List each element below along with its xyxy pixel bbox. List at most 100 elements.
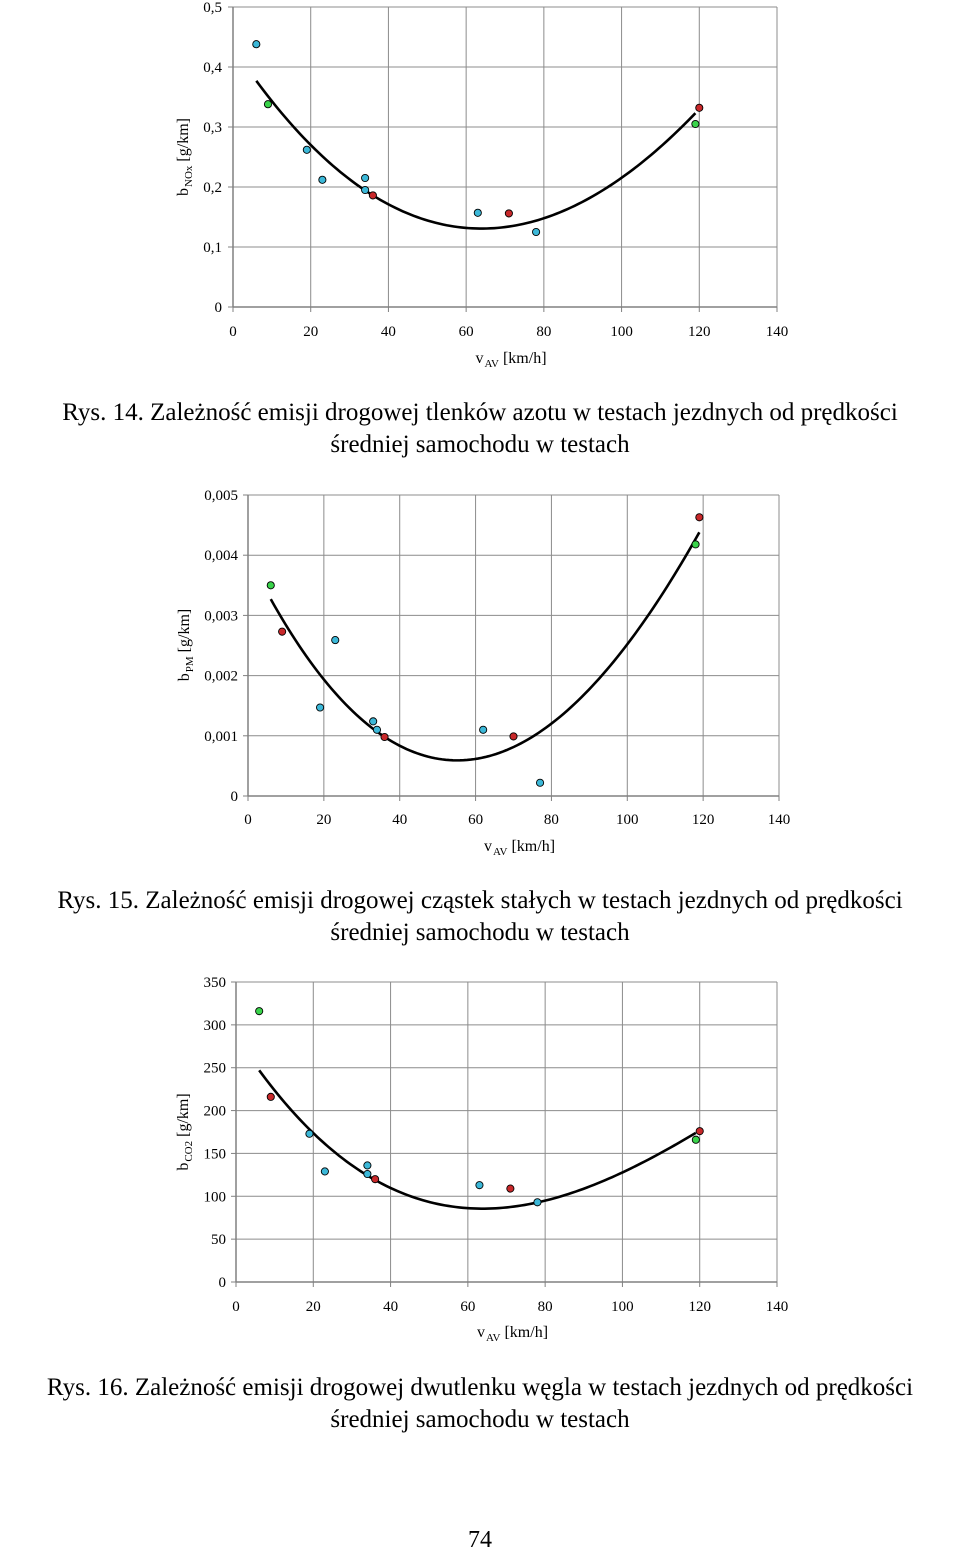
y-tick-label: 0,3 bbox=[203, 120, 222, 136]
data-point bbox=[368, 191, 377, 200]
x-tick-label: 20 bbox=[316, 812, 331, 828]
page-number: 74 bbox=[468, 1527, 492, 1553]
data-point bbox=[252, 40, 261, 49]
x-tick-label: 40 bbox=[381, 324, 396, 340]
x-tick-label: 20 bbox=[303, 324, 318, 340]
y-tick-label: 0,004 bbox=[204, 548, 238, 564]
data-point bbox=[695, 103, 704, 112]
y-tick-label: 0,4 bbox=[203, 60, 222, 76]
data-point bbox=[361, 185, 370, 195]
x-tick-label: 20 bbox=[306, 1299, 321, 1315]
y-tick-label: 0,002 bbox=[204, 669, 238, 685]
y-tick-label: 200 bbox=[204, 1104, 227, 1120]
x-tick-label: 60 bbox=[468, 812, 483, 828]
data-point bbox=[278, 627, 287, 636]
trend-line bbox=[255, 80, 697, 230]
data-point bbox=[363, 1169, 372, 1179]
data-point bbox=[536, 778, 545, 787]
data-point bbox=[372, 725, 382, 734]
y-tick-label: 0,003 bbox=[204, 608, 238, 624]
x-tick-label: 40 bbox=[383, 1299, 398, 1315]
x-tick-label: 140 bbox=[766, 1299, 789, 1315]
x-tick-label: 100 bbox=[610, 324, 633, 340]
y-tick-label: 0,2 bbox=[203, 180, 222, 196]
data-point bbox=[533, 1198, 542, 1207]
y-axis-label: bCO2[g/km] bbox=[175, 1093, 195, 1170]
x-tick-label: 80 bbox=[544, 812, 559, 828]
figure-caption-14: Rys. 14. Zależność emisji drogowej tlenk… bbox=[0, 397, 960, 461]
x-tick-label: 0 bbox=[232, 1299, 240, 1315]
data-point bbox=[316, 703, 325, 712]
y-tick-label: 0,5 bbox=[203, 0, 222, 16]
y-tick-label: 0 bbox=[219, 1275, 227, 1291]
y-tick-label: 0 bbox=[215, 300, 223, 316]
data-point bbox=[473, 208, 482, 217]
y-axis-label: bNOx[g/km] bbox=[175, 118, 195, 196]
data-point bbox=[691, 119, 700, 129]
figure-caption-16: Rys. 16. Zależność emisji drogowej dwutl… bbox=[0, 1372, 960, 1436]
trend-line bbox=[258, 1069, 697, 1210]
data-point bbox=[320, 1167, 329, 1176]
co2-chart-svg: 0 20 40 60 80 100 120 140 0 50 100 150 200 250 300 350 v… bbox=[175, 975, 789, 1344]
pm-chart-svg: 0 20 40 60 80 100 120 140 0 0,001 0,002 0,003 0,004 0… bbox=[176, 488, 791, 858]
y-tick-label: 100 bbox=[204, 1189, 227, 1205]
x-axis-label: vAV [km/h] bbox=[475, 350, 546, 370]
x-tick-label: 0 bbox=[244, 812, 252, 828]
caption-14-line2: średniej samochodu w testach bbox=[330, 431, 630, 458]
data-point bbox=[263, 100, 273, 109]
y-tick-label: 350 bbox=[204, 975, 227, 991]
co2-chart: 0 20 40 60 80 100 120 140 0 50 100 150 200 250 300 350 v… bbox=[0, 965, 960, 1355]
data-point bbox=[509, 732, 518, 741]
y-tick-label: 50 bbox=[211, 1232, 226, 1248]
x-tick-label: 80 bbox=[538, 1299, 553, 1315]
x-tick-label: 40 bbox=[392, 812, 407, 828]
data-point bbox=[266, 581, 275, 590]
data-point bbox=[371, 1175, 380, 1184]
x-tick-label: 120 bbox=[688, 1299, 711, 1315]
data-point bbox=[318, 175, 327, 184]
x-tick-label: 60 bbox=[460, 1299, 475, 1315]
y-tick-label: 0 bbox=[231, 789, 239, 805]
data-point bbox=[305, 1129, 314, 1138]
x-tick-label: 140 bbox=[768, 812, 791, 828]
data-point bbox=[331, 636, 340, 645]
y-tick-label: 0,1 bbox=[203, 240, 222, 256]
x-axis-label: vAV [km/h] bbox=[477, 1324, 548, 1344]
data-point bbox=[302, 145, 311, 154]
data-point bbox=[475, 1181, 484, 1190]
x-axis-label: vAV [km/h] bbox=[484, 838, 555, 858]
data-point bbox=[504, 209, 513, 218]
figure-caption-15: Rys. 15. Zależność emisji drogowej cząst… bbox=[0, 885, 960, 949]
data-point bbox=[363, 1161, 372, 1170]
data-point bbox=[380, 732, 389, 742]
data-point bbox=[695, 1127, 704, 1136]
y-tick-label: 0,005 bbox=[204, 488, 238, 504]
pm-chart: 0 20 40 60 80 100 120 140 0 0,001 0,002 0,003 0,004 0… bbox=[0, 480, 960, 870]
data-point bbox=[691, 540, 700, 549]
data-point bbox=[506, 1184, 515, 1193]
data-point bbox=[532, 227, 541, 237]
x-tick-label: 120 bbox=[692, 812, 715, 828]
x-tick-label: 120 bbox=[688, 324, 711, 340]
caption-15-line2: średniej samochodu w testach bbox=[330, 919, 630, 946]
x-tick-label: 0 bbox=[229, 324, 237, 340]
data-point bbox=[255, 1007, 264, 1016]
y-tick-label: 250 bbox=[204, 1061, 227, 1077]
x-tick-label: 60 bbox=[459, 324, 474, 340]
data-point bbox=[266, 1092, 275, 1101]
data-point bbox=[361, 173, 370, 183]
data-point bbox=[479, 725, 488, 734]
y-tick-label: 0,001 bbox=[204, 729, 238, 745]
caption-16-line1: Rys. 16. Zależność emisji drogowej dwutl… bbox=[46, 1374, 914, 1401]
data-point bbox=[369, 717, 378, 726]
x-tick-label: 100 bbox=[611, 1299, 634, 1315]
caption-16-line2: średniej samochodu w testach bbox=[330, 1406, 630, 1433]
x-tick-label: 100 bbox=[616, 812, 639, 828]
y-tick-label: 150 bbox=[204, 1146, 227, 1162]
trend-line bbox=[269, 531, 701, 762]
caption-14-line1: Rys. 14. Zależność emisji drogowej tlenk… bbox=[62, 399, 898, 426]
y-axis-label: bPM[g/km] bbox=[176, 609, 196, 681]
caption-15-line1: Rys. 15. Zależność emisji drogowej cząst… bbox=[57, 887, 903, 914]
nox-chart: 0 20 40 60 80 100 120 140 0 0,1 0,2 0,3 0,4 0,5 vAV [km… bbox=[0, 0, 960, 380]
nox-chart-svg: 0 20 40 60 80 100 120 140 0 0,1 0,2 0,3 0,4 0,5 vAV [km… bbox=[175, 0, 788, 370]
